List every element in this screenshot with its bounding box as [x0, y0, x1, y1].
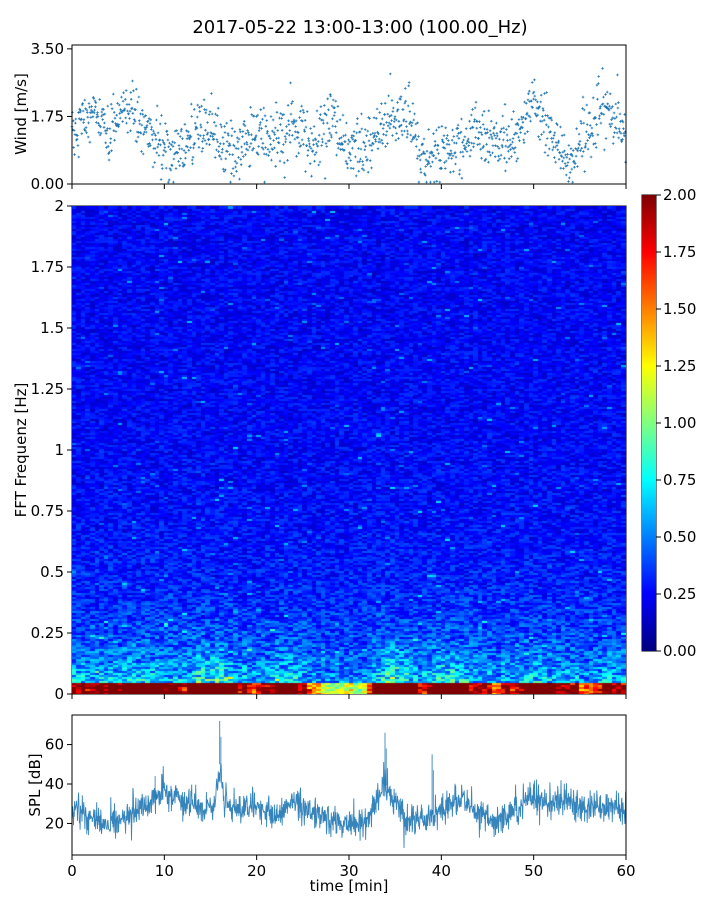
wind-axes-frame	[71, 44, 627, 185]
spectrogram-ytick-label: 1.5	[40, 319, 64, 337]
spectrogram-ytick-label: 1.25	[31, 380, 64, 398]
spectrogram-ytick-label: 1.75	[31, 258, 64, 276]
spectrogram-ytick-label: 0.5	[40, 563, 64, 581]
spl-ytick-label: 20	[45, 814, 64, 832]
colorbar-ticks: 0.00 0.25 0.50 0.75 1.00 1.25 1.50 1.75 2.00	[656, 186, 696, 660]
spl-ticks: 20 40 60 0 10 20 30 40 50 60	[45, 736, 636, 880]
colorbar-tick-label: 1.25	[663, 357, 696, 375]
spl-line-series	[72, 720, 626, 849]
spl-ytick-label: 40	[45, 775, 64, 793]
colorbar-gradient	[642, 195, 656, 651]
spectrogram-ytick-label: 0.25	[31, 624, 64, 642]
spl-xtick-label: 30	[339, 862, 358, 880]
spectrogram-ticks: 0 0.25 0.5 0.75 1 1.25 1.5 1.75 2	[31, 197, 627, 703]
spl-xtick-label: 20	[247, 862, 266, 880]
wind-ytick-label: 1.75	[31, 107, 64, 125]
spl-xtick-label: 60	[616, 862, 635, 880]
spl-ytick-label: 60	[45, 736, 64, 754]
spl-signal	[72, 761, 626, 849]
spectrogram-heatmap	[72, 206, 626, 694]
colorbar-tick-label: 1.00	[663, 414, 696, 432]
colorbar-tick-label: 0.50	[663, 528, 696, 546]
colorbar: 0.00 0.25 0.50 0.75 1.00 1.25 1.50 1.75 2.00	[641, 186, 696, 660]
wind-panel: 0.00 1.75 3.50 Wind [m/s]	[12, 40, 627, 193]
spectrogram-y-axis-label: FFT Frequenz [Hz]	[12, 383, 30, 518]
colorbar-tick-label: 1.50	[663, 300, 696, 318]
colorbar-tick-label: 0.25	[663, 585, 696, 603]
wind-y-axis-label: Wind [m/s]	[12, 73, 30, 155]
spl-xtick-label: 0	[67, 862, 77, 880]
spl-y-axis-label: SPL [dB]	[26, 753, 44, 816]
spl-xtick-label: 50	[524, 862, 543, 880]
spectrogram-ytick-label: 0	[54, 685, 64, 703]
spl-panel: 20 40 60 0 10 20 30 40 50 60 SPL [dB] time [min]	[26, 714, 636, 895]
spectrogram-ytick-label: 0.75	[31, 502, 64, 520]
spectrogram-ytick-label: 1	[54, 441, 64, 459]
colorbar-tick-label: 2.00	[663, 186, 696, 204]
wind-markers	[70, 67, 627, 184]
wind-ytick-label: 0.00	[31, 175, 64, 193]
colorbar-tick-label: 0.00	[663, 642, 696, 660]
spl-xtick-label: 10	[155, 862, 174, 880]
wind-ticks: 0.00 1.75 3.50	[31, 40, 627, 193]
figure-title: 2017-05-22 13:00-13:00 (100.00_Hz)	[192, 17, 527, 38]
wind-ytick-label: 3.50	[31, 40, 64, 58]
colorbar-tick-label: 1.75	[663, 243, 696, 261]
wind-scatter-series	[70, 67, 627, 184]
spl-x-axis-label: time [min]	[310, 877, 389, 895]
spl-xtick-label: 40	[432, 862, 451, 880]
spectrogram-ytick-label: 2	[54, 197, 64, 215]
colorbar-tick-label: 0.75	[663, 471, 696, 489]
